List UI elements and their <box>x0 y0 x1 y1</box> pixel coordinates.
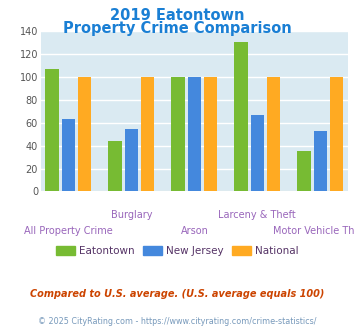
Bar <box>187 77 201 191</box>
Text: Motor Vehicle Theft: Motor Vehicle Theft <box>273 226 355 236</box>
Legend: Eatontown, New Jersey, National: Eatontown, New Jersey, National <box>52 242 303 260</box>
Text: Burglary: Burglary <box>111 210 152 219</box>
Bar <box>108 141 122 191</box>
Bar <box>297 151 311 191</box>
Text: © 2025 CityRating.com - https://www.cityrating.com/crime-statistics/: © 2025 CityRating.com - https://www.city… <box>38 317 317 326</box>
Text: 2019 Eatontown: 2019 Eatontown <box>110 8 245 23</box>
Bar <box>45 69 59 191</box>
Bar <box>141 77 154 191</box>
Text: Arson: Arson <box>180 226 208 236</box>
Text: Larceny & Theft: Larceny & Theft <box>218 210 296 219</box>
Bar <box>234 42 248 191</box>
Bar <box>62 119 75 191</box>
Bar <box>125 128 138 191</box>
Bar <box>251 115 264 191</box>
Bar <box>313 131 327 191</box>
Bar <box>78 77 92 191</box>
Text: Property Crime Comparison: Property Crime Comparison <box>63 21 292 36</box>
Bar <box>267 77 280 191</box>
Bar <box>171 77 185 191</box>
Text: Compared to U.S. average. (U.S. average equals 100): Compared to U.S. average. (U.S. average … <box>30 289 325 299</box>
Bar <box>330 77 343 191</box>
Bar <box>204 77 217 191</box>
Text: All Property Crime: All Property Crime <box>24 226 113 236</box>
